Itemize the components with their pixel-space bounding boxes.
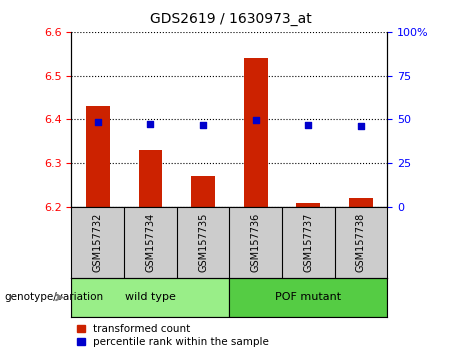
- Text: GSM157738: GSM157738: [356, 213, 366, 272]
- Bar: [191, 176, 215, 207]
- Bar: [229, 278, 387, 317]
- Bar: [139, 150, 162, 207]
- Point: [199, 122, 207, 127]
- Bar: [71, 278, 230, 317]
- Point: [147, 121, 154, 127]
- Legend: transformed count, percentile rank within the sample: transformed count, percentile rank withi…: [77, 324, 269, 347]
- Bar: [296, 203, 320, 207]
- Text: GDS2619 / 1630973_at: GDS2619 / 1630973_at: [150, 12, 311, 27]
- Bar: [244, 58, 267, 207]
- Text: POF mutant: POF mutant: [275, 292, 341, 302]
- Text: wild type: wild type: [125, 292, 176, 302]
- Point: [357, 123, 365, 129]
- Text: GSM157734: GSM157734: [145, 213, 155, 272]
- Text: GSM157737: GSM157737: [303, 213, 313, 272]
- Text: GSM157736: GSM157736: [251, 213, 260, 272]
- Text: genotype/variation: genotype/variation: [5, 292, 104, 302]
- Text: GSM157735: GSM157735: [198, 213, 208, 272]
- Bar: [349, 198, 373, 207]
- Point: [94, 119, 101, 125]
- Point: [305, 122, 312, 127]
- Bar: [86, 106, 110, 207]
- Text: GSM157732: GSM157732: [93, 213, 103, 272]
- Point: [252, 118, 260, 123]
